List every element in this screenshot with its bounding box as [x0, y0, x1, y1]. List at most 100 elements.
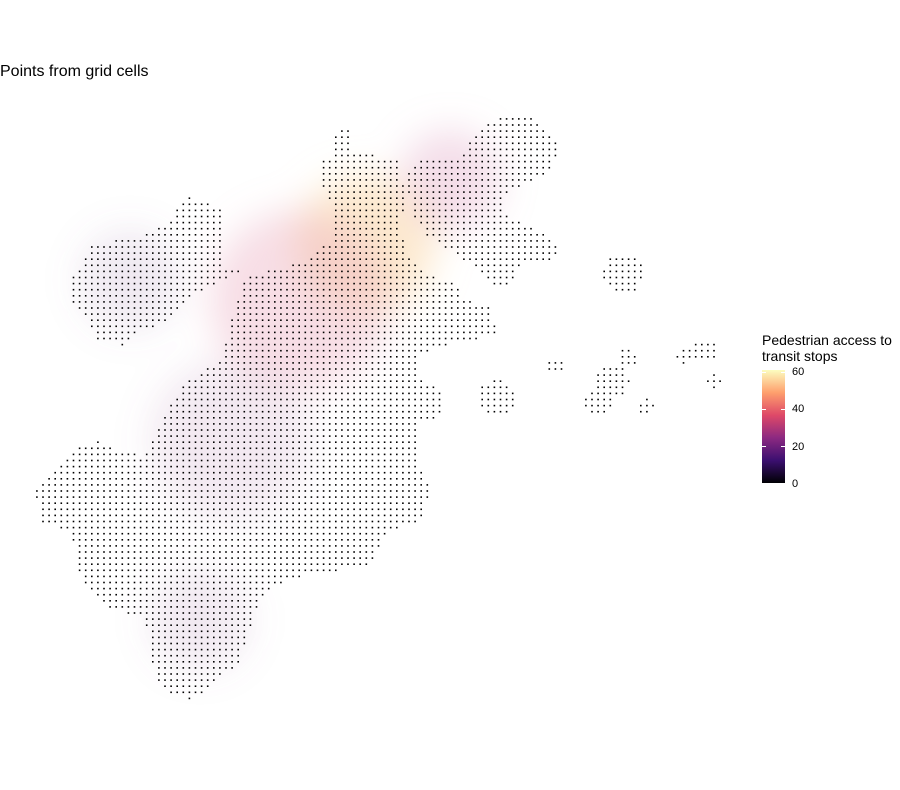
- grid-point: [426, 417, 429, 419]
- grid-point: [432, 227, 435, 230]
- grid-point: [383, 301, 386, 303]
- grid-point: [389, 362, 392, 364]
- grid-point: [383, 392, 386, 395]
- grid-point: [182, 221, 185, 224]
- grid-point: [383, 282, 386, 285]
- grid-point: [389, 343, 392, 346]
- grid-point: [133, 478, 136, 480]
- grid-point: [176, 539, 178, 541]
- grid-point: [396, 398, 398, 401]
- grid-point: [371, 325, 374, 328]
- grid-point: [511, 118, 514, 120]
- grid-point: [335, 441, 337, 443]
- grid-point: [286, 276, 288, 279]
- grid-point: [261, 313, 264, 315]
- grid-point: [219, 654, 221, 657]
- grid-point: [292, 374, 294, 376]
- grid-point: [237, 337, 239, 340]
- grid-point: [353, 349, 355, 352]
- grid-point: [426, 221, 429, 224]
- grid-point: [298, 392, 300, 395]
- grid-point: [97, 520, 99, 523]
- grid-point: [194, 545, 197, 547]
- grid-point: [396, 295, 398, 297]
- grid-point: [158, 465, 160, 468]
- grid-point: [408, 441, 410, 443]
- grid-point: [280, 447, 282, 450]
- grid-point: [322, 423, 325, 425]
- grid-point: [347, 502, 349, 504]
- grid-point: [286, 307, 288, 309]
- grid-point: [231, 551, 233, 553]
- grid-point: [396, 227, 398, 230]
- grid-point: [530, 166, 532, 169]
- grid-point: [322, 343, 325, 346]
- grid-point: [249, 435, 252, 437]
- grid-point: [78, 276, 81, 279]
- grid-point: [78, 459, 81, 462]
- grid-point: [243, 563, 246, 565]
- grid-point: [383, 331, 386, 334]
- grid-point: [432, 319, 435, 321]
- grid-point: [213, 539, 215, 541]
- grid-point: [371, 508, 374, 511]
- grid-point: [365, 496, 368, 498]
- grid-point: [499, 276, 502, 279]
- grid-point: [457, 319, 459, 321]
- grid-point: [182, 630, 185, 633]
- grid-point: [383, 459, 386, 462]
- grid-point: [341, 197, 343, 199]
- grid-point: [255, 301, 258, 303]
- grid-point: [219, 667, 221, 669]
- grid-point: [231, 545, 233, 547]
- grid-point: [225, 490, 227, 492]
- grid-point: [481, 386, 483, 389]
- grid-point: [408, 319, 410, 321]
- grid-point: [255, 410, 258, 413]
- grid-point: [353, 380, 355, 382]
- grid-point: [463, 319, 465, 321]
- grid-point: [365, 313, 368, 315]
- grid-point: [347, 142, 349, 145]
- grid-point: [396, 386, 398, 389]
- grid-point: [170, 575, 172, 578]
- grid-point: [237, 331, 239, 334]
- grid-point: [91, 319, 93, 321]
- grid-point: [469, 319, 471, 321]
- grid-point: [127, 551, 130, 553]
- grid-point: [487, 404, 490, 407]
- grid-point: [188, 551, 191, 553]
- grid-point: [414, 191, 416, 193]
- grid-point: [66, 526, 69, 529]
- grid-point: [444, 203, 447, 206]
- grid-point: [206, 478, 209, 480]
- grid-point: [328, 282, 331, 285]
- grid-point: [243, 410, 246, 413]
- grid-point: [91, 307, 93, 309]
- grid-point: [194, 557, 197, 559]
- grid-point: [335, 221, 337, 224]
- grid-point: [402, 386, 404, 389]
- color-legend: Pedestrian access to transit stops 0 20 …: [762, 332, 900, 490]
- grid-point: [145, 581, 148, 584]
- grid-point: [487, 313, 490, 315]
- grid-point: [60, 520, 63, 523]
- grid-point: [353, 258, 355, 260]
- grid-point: [316, 459, 319, 462]
- grid-point: [78, 465, 81, 468]
- grid-point: [91, 270, 93, 273]
- grid-point: [591, 404, 593, 407]
- grid-point: [341, 191, 343, 193]
- grid-point: [84, 539, 87, 541]
- grid-point: [389, 295, 392, 297]
- grid-point: [213, 667, 215, 669]
- grid-point: [267, 374, 270, 376]
- grid-point: [219, 618, 221, 620]
- grid-point: [139, 295, 142, 297]
- grid-point: [194, 465, 197, 468]
- grid-point: [243, 441, 246, 443]
- grid-point: [499, 118, 502, 120]
- grid-point: [389, 160, 392, 163]
- grid-point: [152, 240, 154, 242]
- grid-point: [347, 392, 349, 395]
